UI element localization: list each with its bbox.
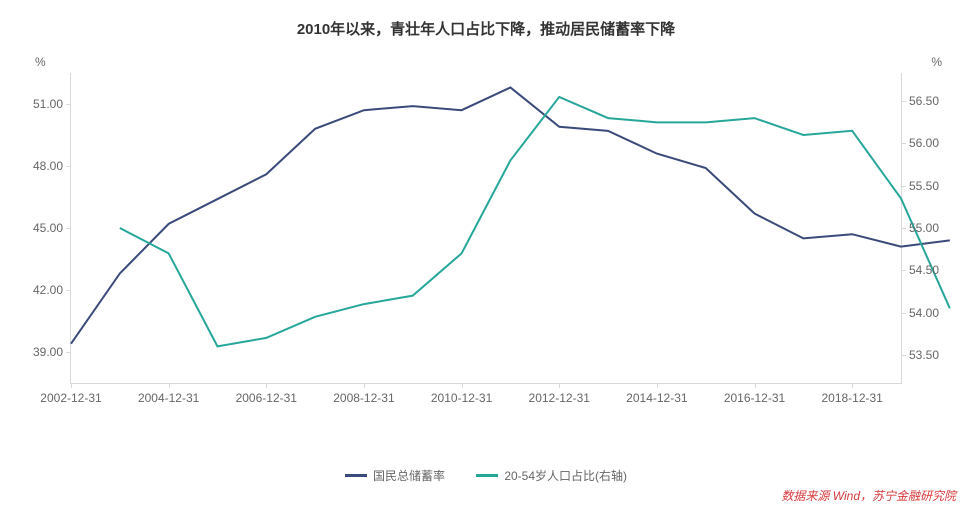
source-text: 数据来源 Wind，苏宁金融研究院 [781,487,956,504]
legend-item-series1: 国民总储蓄率 [345,467,445,484]
chart-wrap: % % 39.0042.0045.0048.0051.0053.5054.005… [0,55,972,435]
legend-label-2: 20-54岁人口占比(右轴) [504,467,627,484]
yright-label: 55.50 [901,179,939,193]
line-series1 [71,87,950,343]
yright-label: 56.50 [901,94,939,108]
legend-swatch-1 [345,474,367,477]
line-series2 [120,97,950,346]
yright-label: 54.50 [901,263,939,277]
yright-label: 56.00 [901,136,939,150]
plot-area: 39.0042.0045.0048.0051.0053.5054.0054.50… [70,73,902,384]
chart-title: 2010年以来，青壮年人口占比下降，推动居民储蓄率下降 [0,0,972,39]
chart-container: 2010年以来，青壮年人口占比下降，推动居民储蓄率下降 % % 39.0042.… [0,0,972,508]
legend: 国民总储蓄率 20-54岁人口占比(右轴) [0,466,972,484]
legend-label-1: 国民总储蓄率 [373,467,445,484]
legend-item-series2: 20-54岁人口占比(右轴) [476,467,627,484]
yright-label: 54.00 [901,306,939,320]
y-unit-left: % [35,55,46,69]
yright-label: 55.00 [901,221,939,235]
legend-swatch-2 [476,474,498,477]
y-unit-right: % [931,55,942,69]
line-layer [71,73,901,383]
yright-label: 53.50 [901,348,939,362]
